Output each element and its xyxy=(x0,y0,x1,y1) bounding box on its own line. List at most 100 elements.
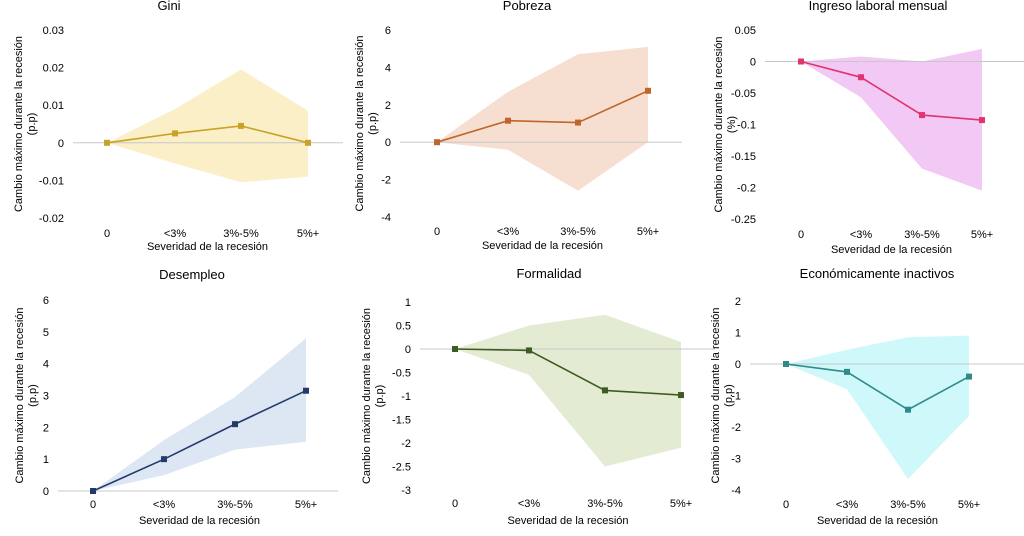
x-tick-label: 5%+ xyxy=(297,228,319,240)
chart-panel-6: -4 -3 -2 -1 0 1 2 0 <3% 3%-5% 5%+ Severidad de la r… xyxy=(710,266,1024,527)
x-tick-label: 3%-5% xyxy=(890,499,926,511)
y-axis-label-line: Cambio máximo durante la recesión xyxy=(710,307,722,483)
y-tick-label: -3 xyxy=(401,485,411,497)
y-tick-label: 0 xyxy=(750,57,756,69)
y-tick-label: 1 xyxy=(405,297,411,309)
y-axis-label: Cambio máximo durante la recesión(%) xyxy=(713,36,738,212)
y-tick-label: 0.5 xyxy=(396,321,411,333)
y-tick-label: -2 xyxy=(731,422,741,434)
y-tick-label: 0 xyxy=(405,344,411,356)
data-point-1 xyxy=(434,139,440,146)
series-line xyxy=(106,125,309,144)
y-tick-label: -0.05 xyxy=(731,88,756,100)
y-axis-label-line: (p.p) xyxy=(723,384,735,407)
y-tick-label: -1 xyxy=(731,391,741,403)
y-axis-label: Cambio máximo durante la recesión(p.p) xyxy=(354,35,379,211)
y-tick-label: -0.15 xyxy=(731,151,756,163)
y-tick-label: -1 xyxy=(401,391,411,403)
x-axis-label: Severidad de la recesión xyxy=(139,515,260,527)
data-point-1 xyxy=(452,346,458,352)
y-tick-label: -0.01 xyxy=(39,175,64,187)
y-axis-label-line: Cambio máximo durante la recesión xyxy=(713,36,725,212)
y-tick-label: 5 xyxy=(43,327,49,339)
x-tick-label: <3% xyxy=(164,228,187,240)
series-line xyxy=(785,363,970,411)
x-tick-label: 5%+ xyxy=(637,226,659,238)
data-point-3 xyxy=(238,122,244,129)
y-tick-label: 0.03 xyxy=(43,25,64,37)
y-tick-label: 1 xyxy=(735,328,741,340)
x-axis-label: Severidad de la recesión xyxy=(817,515,938,527)
y-axis-label-line: Cambio máximo durante la recesión xyxy=(354,35,366,211)
x-axis-label: Severidad de la recesión xyxy=(831,244,952,256)
y-axis-label-line: (p.p) xyxy=(374,385,386,408)
x-tick-label: 5%+ xyxy=(670,498,692,510)
x-tick-label: 3%-5% xyxy=(904,229,940,241)
chart-panel-2: -4 -2 0 2 4 6 0 <3% 3%-5% 5%+ Severidad de la rece… xyxy=(354,0,682,252)
y-tick-label: 0 xyxy=(58,138,64,150)
chart-title: Desempleo xyxy=(159,267,225,282)
y-tick-label: 4 xyxy=(43,359,49,371)
data-point-2 xyxy=(858,74,864,81)
x-tick-label: 5%+ xyxy=(295,499,317,511)
series-line xyxy=(800,60,983,121)
data-point-4 xyxy=(305,139,311,146)
y-tick-label: 0.05 xyxy=(735,25,756,37)
data-point-2 xyxy=(505,117,511,124)
data-point-1 xyxy=(90,488,96,494)
x-tick-label: 5%+ xyxy=(958,499,980,511)
y-axis-label-line: (p.p) xyxy=(27,384,39,407)
data-point-3 xyxy=(602,387,608,394)
series-line xyxy=(92,389,307,492)
x-tick-label: 0 xyxy=(434,226,440,238)
series-line xyxy=(436,90,649,143)
x-tick-label: <3% xyxy=(518,498,541,510)
data-point-3 xyxy=(232,421,238,428)
y-tick-label: -0.1 xyxy=(737,120,756,132)
y-tick-label: 0.02 xyxy=(43,63,64,75)
x-axis-label: Severidad de la recesión xyxy=(507,515,628,527)
y-tick-label: -2 xyxy=(401,438,411,450)
data-point-4 xyxy=(303,387,309,394)
y-tick-label: -4 xyxy=(381,212,391,224)
data-point-3 xyxy=(575,119,581,126)
data-point-3 xyxy=(919,112,925,119)
x-tick-label: 0 xyxy=(90,499,96,511)
data-point-4 xyxy=(645,87,651,94)
confidence-band xyxy=(437,46,648,191)
y-tick-label: -0.2 xyxy=(737,183,756,195)
x-tick-label: 0 xyxy=(104,228,110,240)
y-tick-label: -2 xyxy=(381,175,391,187)
y-axis-label-line: Cambio máximo durante la recesión xyxy=(361,308,373,484)
y-tick-label: -1.5 xyxy=(392,415,411,427)
chart-title: Pobreza xyxy=(503,0,552,13)
confidence-band xyxy=(801,48,982,191)
data-point-3 xyxy=(905,406,911,413)
x-tick-label: 0 xyxy=(783,499,789,511)
data-point-2 xyxy=(161,456,167,463)
x-axis-label: Severidad de la recesión xyxy=(482,240,603,252)
confidence-band xyxy=(786,335,969,479)
y-tick-label: -0.5 xyxy=(392,368,411,380)
x-tick-label: 0 xyxy=(452,498,458,510)
data-point-2 xyxy=(526,347,532,354)
y-tick-label: 4 xyxy=(385,62,391,74)
x-tick-label: 3%-5% xyxy=(560,226,596,238)
y-tick-label: 2 xyxy=(385,100,391,112)
data-point-1 xyxy=(783,361,789,367)
y-tick-label: 2 xyxy=(735,296,741,308)
y-axis-label-line: (p.p) xyxy=(26,113,38,136)
chart-panel-3: -0.25 -0.2 -0.15 -0.1 -0.05 0 0.05 0 <3% 3%-5% 5%+… xyxy=(713,0,1024,256)
x-tick-label: 3%-5% xyxy=(217,499,253,511)
y-tick-label: 6 xyxy=(43,295,49,307)
y-tick-label: 6 xyxy=(385,25,391,37)
y-tick-label: 0 xyxy=(735,359,741,371)
data-point-2 xyxy=(172,130,178,137)
data-point-2 xyxy=(844,368,850,375)
x-tick-label: 3%-5% xyxy=(587,498,623,510)
data-point-4 xyxy=(678,392,684,399)
x-tick-label: 0 xyxy=(798,229,804,241)
y-tick-label: 1 xyxy=(43,454,49,466)
y-tick-label: -0.02 xyxy=(39,213,64,225)
